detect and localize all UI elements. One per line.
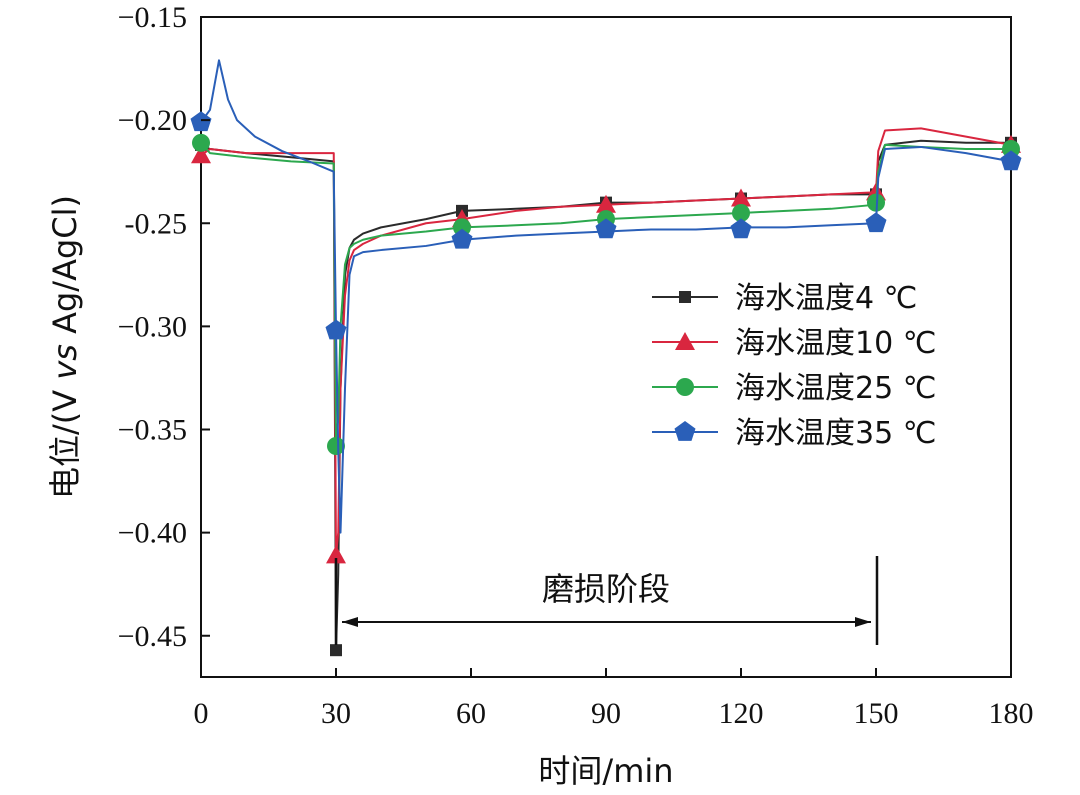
y-tick-label: −0.35 <box>118 414 187 447</box>
series-point <box>451 228 473 249</box>
y-tick-label: −0.15 <box>118 1 187 34</box>
legend-label: 海水温度10 ℃ <box>735 326 936 361</box>
series-point <box>192 133 210 152</box>
y-tick-label: −0.30 <box>118 310 187 343</box>
series-point <box>191 145 211 164</box>
series-point <box>330 644 342 657</box>
x-tick-label: 0 <box>194 697 209 730</box>
x-tick-label: 150 <box>854 697 899 730</box>
y-tick-label: −0.20 <box>118 104 187 137</box>
legend-label: 海水温度25 ℃ <box>735 371 936 406</box>
series-point <box>326 545 346 564</box>
annotation-layer: 磨损阶段 <box>334 556 879 645</box>
y-axis-title-part: Ag/AgCl) <box>46 195 84 344</box>
series-point <box>1002 140 1020 158</box>
series-point <box>595 218 617 239</box>
y-tick-label: −0.45 <box>118 620 187 653</box>
series-point <box>867 193 885 212</box>
legend-label: 海水温度4 ℃ <box>735 281 917 316</box>
series-point <box>190 111 212 132</box>
x-axis-title: 时间/min <box>538 752 673 790</box>
annotation-arrowhead-left <box>342 617 358 627</box>
legend-marker <box>674 421 696 441</box>
ticks-layer: 0 30 60 90 120 150 180 −0.45 −0.40 −0.35 −0.30 -0.2… <box>118 1 1034 730</box>
legend: 海水温度4 ℃ 海水温度10 ℃ 海水温度25 ℃ 海水温度35 ℃ <box>652 281 936 451</box>
legend-marker <box>675 332 695 350</box>
x-tick-label: 60 <box>456 697 486 730</box>
legend-marker <box>676 378 694 396</box>
series-point <box>327 437 345 455</box>
legend-entry: 海水温度25 ℃ <box>652 371 936 406</box>
legend-entry: 海水温度10 ℃ <box>652 326 936 361</box>
series-point <box>865 212 887 233</box>
legend-label: 海水温度35 ℃ <box>735 416 936 451</box>
series-point <box>731 188 751 207</box>
legend-marker <box>679 291 691 303</box>
x-tick-label: 90 <box>591 697 621 730</box>
y-tick-label: -0.25 <box>125 207 188 240</box>
series-point <box>453 218 471 237</box>
series-point <box>732 203 750 222</box>
x-tick-label: 180 <box>989 697 1034 730</box>
annotation-label: 磨损阶段 <box>542 570 670 608</box>
series-point <box>730 218 752 239</box>
y-tick-label: −0.40 <box>118 517 187 550</box>
y-axis-title-part: vs <box>46 344 84 380</box>
annotation-arrowhead-right <box>855 617 871 627</box>
series-3 <box>190 59 1022 534</box>
x-tick-label: 30 <box>321 697 351 730</box>
x-tick-label: 120 <box>719 697 764 730</box>
series-line <box>200 59 1012 534</box>
series-layer <box>190 59 1022 657</box>
series-point <box>325 319 347 340</box>
series-point <box>1000 150 1022 171</box>
y-axis-title: 电位/(V vs Ag/AgCl) <box>46 195 84 499</box>
legend-entry: 海水温度35 ℃ <box>652 416 936 451</box>
series-point <box>596 194 616 213</box>
y-axis-title-part: 电位/(V <box>46 380 84 499</box>
legend-entry: 海水温度4 ℃ <box>652 281 917 316</box>
